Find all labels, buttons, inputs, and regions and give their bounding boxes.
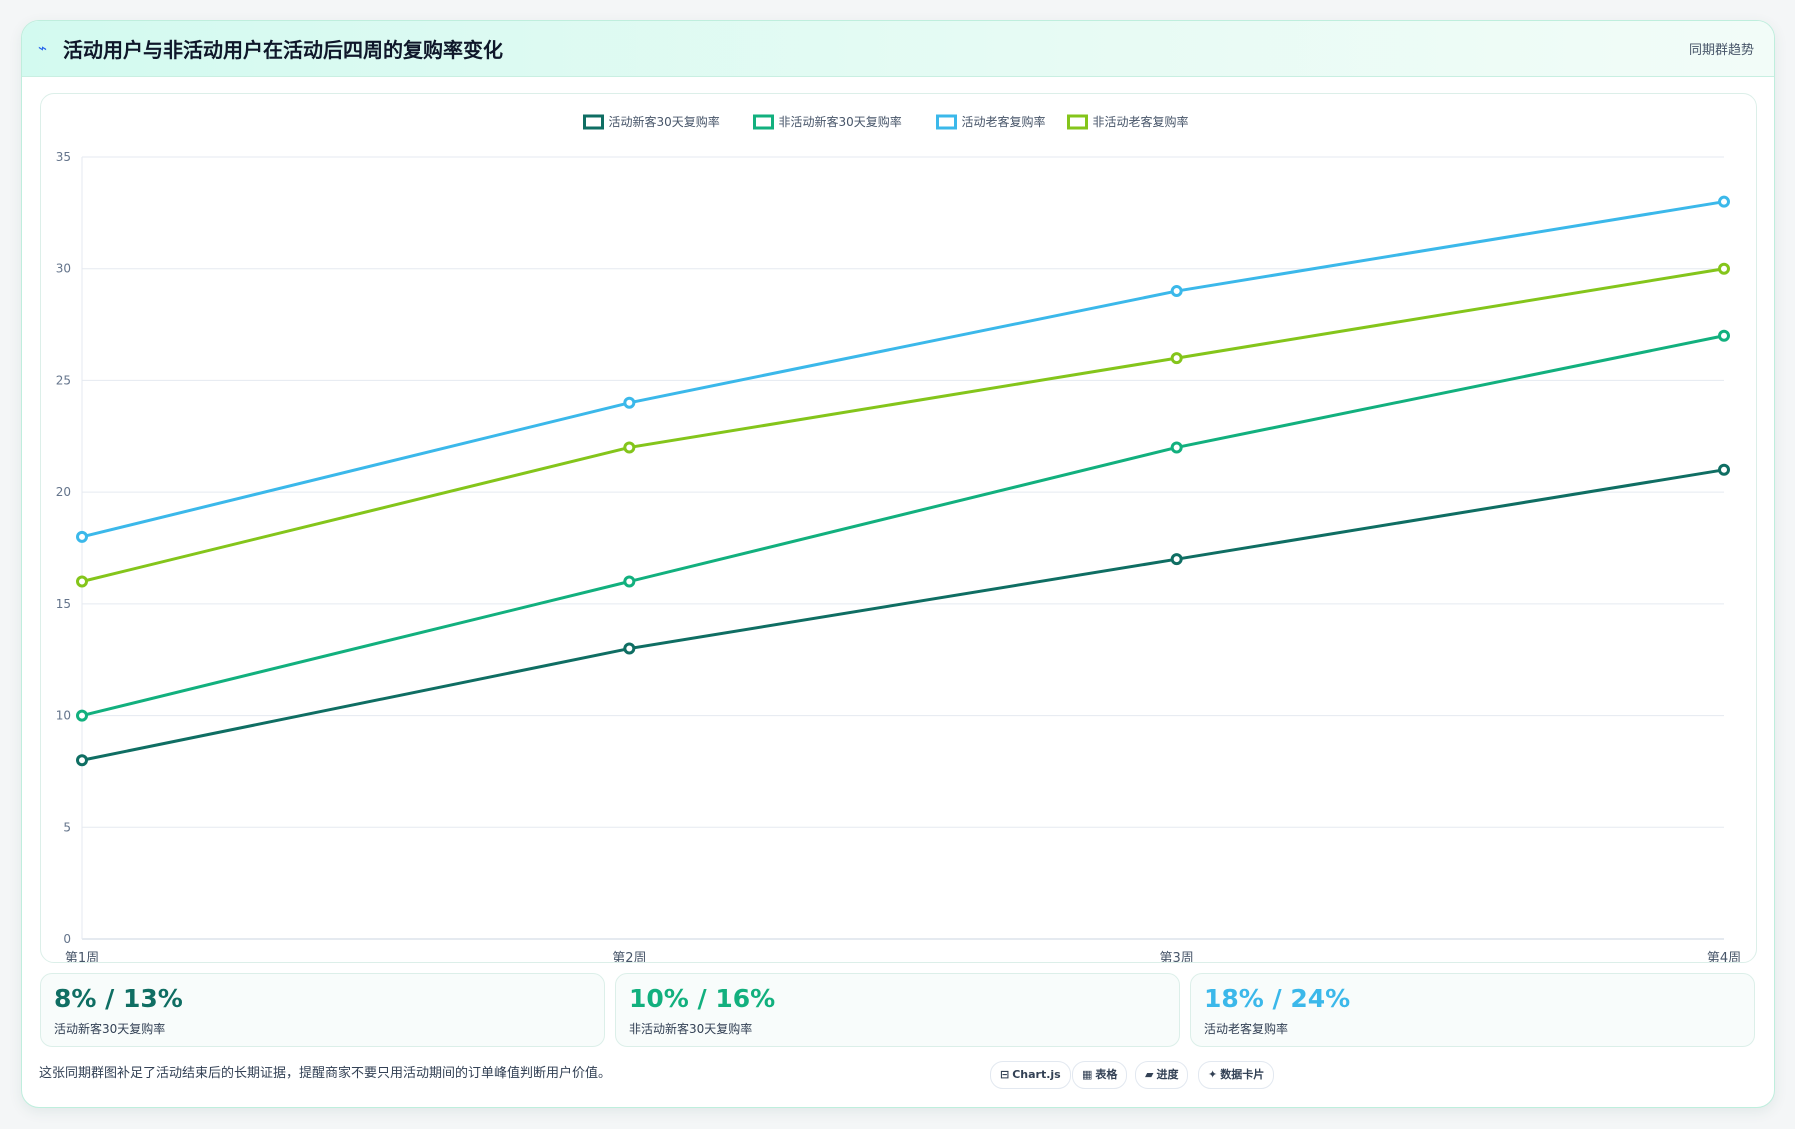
stat-cards: 8% / 13% 活动新客30天复购率 10% / 16% 非活动新客30天复购… (40, 973, 1755, 1047)
chip-progress[interactable]: ▰ 进度 (1135, 1061, 1189, 1089)
chip-table[interactable]: ▦ 表格 (1072, 1061, 1128, 1089)
series-line (81, 334, 1725, 718)
y-tick-label: 10 (56, 709, 71, 723)
data-point (76, 575, 88, 588)
x-tick-label: 第2周 (612, 951, 646, 962)
legend-label: 非活动新客30天复购率 (779, 114, 902, 129)
panel-header: ⌁ 活动用户与非活动用户在活动后四周的复购率变化 同期群趋势 (22, 21, 1774, 77)
table-icon: ▦ (1082, 1068, 1093, 1081)
progress-icon: ▰ (1145, 1068, 1154, 1081)
series-line (81, 468, 1725, 762)
sparkle-icon: ✦ (1208, 1068, 1218, 1081)
legend-label: 活动新客30天复购率 (609, 114, 720, 129)
legend-label: 活动老客复购率 (962, 114, 1046, 129)
legend-swatch (1067, 114, 1088, 130)
chip-label: 数据卡片 (1220, 1068, 1265, 1081)
chip-chartjs[interactable]: ⊟ Chart.js (990, 1061, 1071, 1089)
data-point (1170, 441, 1183, 454)
y-tick-label: 15 (56, 597, 71, 611)
stat-value: 8% / 13% (54, 984, 183, 1013)
y-tick-label: 25 (56, 373, 71, 387)
data-point (1170, 553, 1183, 566)
chip-label: Chart.js (1012, 1068, 1061, 1081)
series-line (81, 267, 1725, 583)
data-point (1718, 329, 1730, 342)
x-tick-label: 第4周 (1707, 951, 1741, 962)
y-tick-label: 35 (56, 150, 71, 164)
y-tick-label: 0 (63, 932, 71, 946)
line-chart: 0 5 10 15 20 25 30 35 第1周 第2周 第3周 第4周 活动新客30天复购率 非活动新… (56, 114, 1741, 962)
data-point (623, 441, 636, 454)
trend-icon: ⌁ (38, 39, 48, 57)
data-point (623, 575, 636, 588)
data-point (1170, 352, 1183, 365)
series-line (81, 200, 1725, 539)
legend-swatch (583, 114, 604, 130)
stat-label: 非活动新客30天复购率 (629, 1022, 753, 1036)
page-title: 活动用户与非活动用户在活动后四周的复购率变化 (63, 38, 503, 62)
x-tick-label: 第1周 (65, 951, 99, 962)
stat-label: 活动老客复购率 (1204, 1022, 1289, 1036)
data-point (76, 530, 88, 543)
stat-value: 10% / 16% (629, 984, 776, 1013)
stat-card-3: 18% / 24% 活动老客复购率 (1190, 973, 1755, 1047)
data-point (1170, 285, 1183, 298)
data-point (1718, 463, 1730, 476)
chip-label: 进度 (1156, 1068, 1179, 1081)
legend-swatch (936, 114, 957, 130)
header-tag: 同期群趋势 (1688, 43, 1754, 58)
chart-panel: ⌁ 活动用户与非活动用户在活动后四周的复购率变化 同期群趋势 0 5 10 15 20 2… (21, 20, 1775, 1108)
stat-card-1: 8% / 13% 活动新客30天复购率 (40, 973, 605, 1047)
chart-icon: ⊟ (1000, 1068, 1010, 1081)
data-point (623, 396, 636, 409)
y-tick-label: 20 (56, 485, 71, 499)
data-point (623, 642, 636, 655)
footer-note: 这张同期群图补足了活动结束后的长期证据，提醒商家不要只用活动期间的订单峰值判断用… (39, 1066, 612, 1081)
data-point (1718, 262, 1730, 275)
stat-card-2: 10% / 16% 非活动新客30天复购率 (615, 973, 1180, 1047)
y-tick-label: 30 (56, 262, 71, 276)
stat-label: 活动新客30天复购率 (54, 1022, 166, 1036)
data-point (76, 754, 88, 767)
chip-data-card[interactable]: ✦ 数据卡片 (1198, 1061, 1275, 1089)
legend-label: 非活动老客复购率 (1093, 114, 1189, 129)
data-point (1718, 195, 1730, 208)
chart-container: 0 5 10 15 20 25 30 35 第1周 第2周 第3周 第4周 活动新客30天复购率 非活动新… (40, 93, 1757, 963)
stat-value: 18% / 24% (1204, 984, 1351, 1013)
chip-label: 表格 (1095, 1068, 1118, 1081)
legend-swatch (753, 114, 774, 130)
y-tick-label: 5 (63, 820, 71, 834)
data-point (76, 709, 88, 722)
x-tick-label: 第3周 (1160, 951, 1194, 962)
